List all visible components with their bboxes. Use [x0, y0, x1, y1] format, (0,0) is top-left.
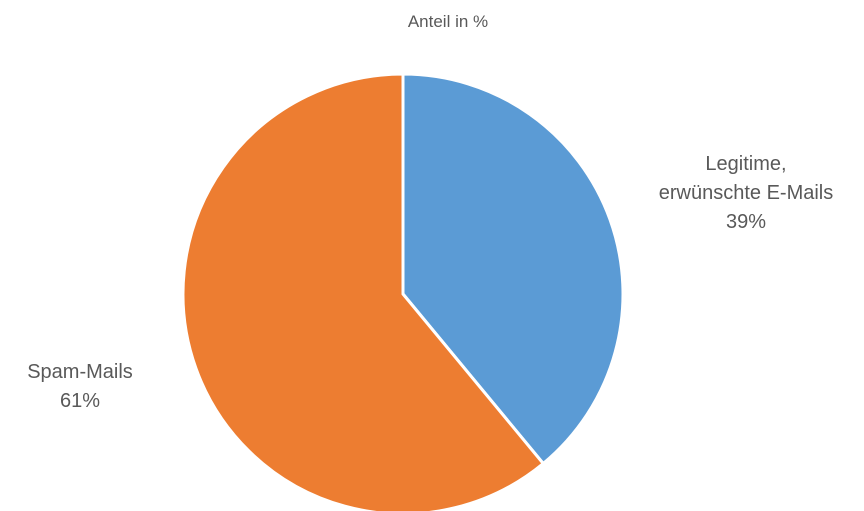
data-label-name: Legitime, [705, 153, 786, 175]
data-label-1: Spam-Mails 61% [27, 361, 133, 412]
data-label-percent: 61% [60, 390, 100, 412]
pie-slice-0 [401, 72, 625, 466]
chart-title: Anteil in % [408, 12, 488, 31]
data-label-name: erwünschte E-Mails [659, 182, 834, 204]
pie-slices [181, 72, 625, 511]
pie-data-labels: Legitime, erwünschte E-Mails 39% Spam-Mails… [27, 153, 833, 412]
data-label-0: Legitime, erwünschte E-Mails 39% [659, 153, 834, 233]
data-label-percent: 39% [726, 211, 766, 233]
data-label-name: Spam-Mails [27, 361, 133, 383]
pie-slice-1 [181, 72, 546, 511]
